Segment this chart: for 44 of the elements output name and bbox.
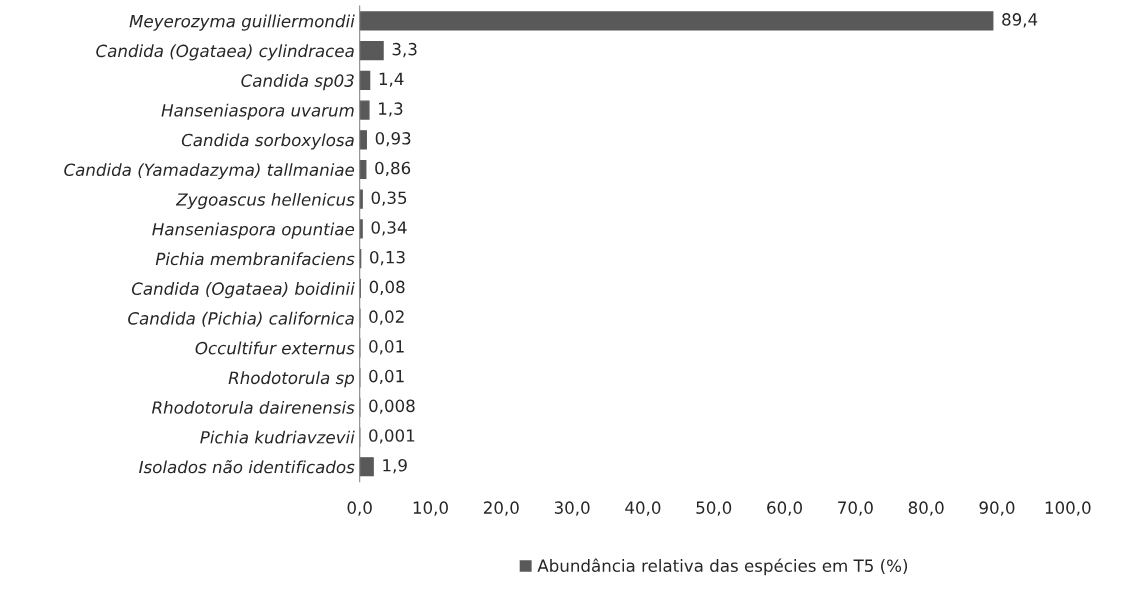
data-label: 0,35 [371, 191, 407, 206]
x-tick-label: 0,0 [347, 501, 372, 516]
data-label: 0,001 [369, 429, 415, 444]
data-label: 1,4 [379, 72, 404, 87]
y-tick-label: Candida (Yamadazyma) tallmaniae [64, 163, 355, 180]
y-tick-label: Candida sp03 [241, 74, 354, 91]
data-label: 0,86 [375, 161, 411, 177]
data-label: 0,01 [369, 369, 404, 385]
y-tick-label: Isolados não identificados [139, 460, 355, 474]
data-label: 0,08 [369, 280, 405, 295]
x-tick-label: 60,0 [767, 501, 802, 516]
x-tick-label: 90,0 [979, 501, 1015, 516]
x-tick-label: 50,0 [696, 501, 732, 516]
y-tick-label: Occultifur externus [195, 341, 355, 355]
data-label: 0,01 [369, 340, 404, 355]
data-label: 1,3 [379, 102, 403, 117]
data-label: 0,02 [369, 310, 404, 325]
y-tick-label: Meyerozyma guilliermondii [129, 14, 355, 31]
y-tick-label: Rhodotorula sp [228, 371, 355, 388]
x-tick-label: 100,0 [1045, 501, 1091, 516]
y-tick-label: Candida (Pichia) californica [128, 311, 354, 327]
x-tick-label: 80,0 [908, 501, 944, 516]
x-tick-label: 70,0 [838, 501, 873, 516]
y-tick-label: Rhodotorula dairenensis [151, 400, 355, 414]
x-tick-label: 20,0 [483, 501, 519, 516]
data-label: 1,9 [383, 458, 407, 474]
x-tick-label: 10,0 [413, 501, 448, 516]
data-label: 89,4 [1002, 13, 1038, 28]
x-tick-label: 30,0 [554, 501, 590, 516]
data-label: 0,34 [371, 221, 407, 236]
y-tick-label: Zygoascus hellenicus [175, 192, 355, 210]
y-tick-label: Candida (Ogataea) boidinii [131, 282, 355, 299]
data-label: 0,008 [369, 399, 415, 414]
data-label: 0,13 [370, 250, 405, 266]
data-label: 0,93 [375, 132, 411, 147]
y-tick-label: Candida sorboxylosa [181, 133, 354, 150]
data-label: 3,3 [392, 42, 417, 58]
x-tick-label: 40,0 [625, 501, 661, 516]
y-tick-label: Pichia kudriavzevii [200, 430, 355, 444]
y-tick-label: Candida (Ogataea) cylindracea [96, 44, 354, 61]
y-tick-label: Hanseniaspora opuntiae [152, 222, 355, 239]
legend-label: Abundância relativa das espécies em T5 (%) [537, 558, 908, 576]
y-tick-label: Hanseniaspora uvarum [161, 103, 354, 120]
y-tick-label: Pichia membranifaciens [155, 252, 355, 266]
